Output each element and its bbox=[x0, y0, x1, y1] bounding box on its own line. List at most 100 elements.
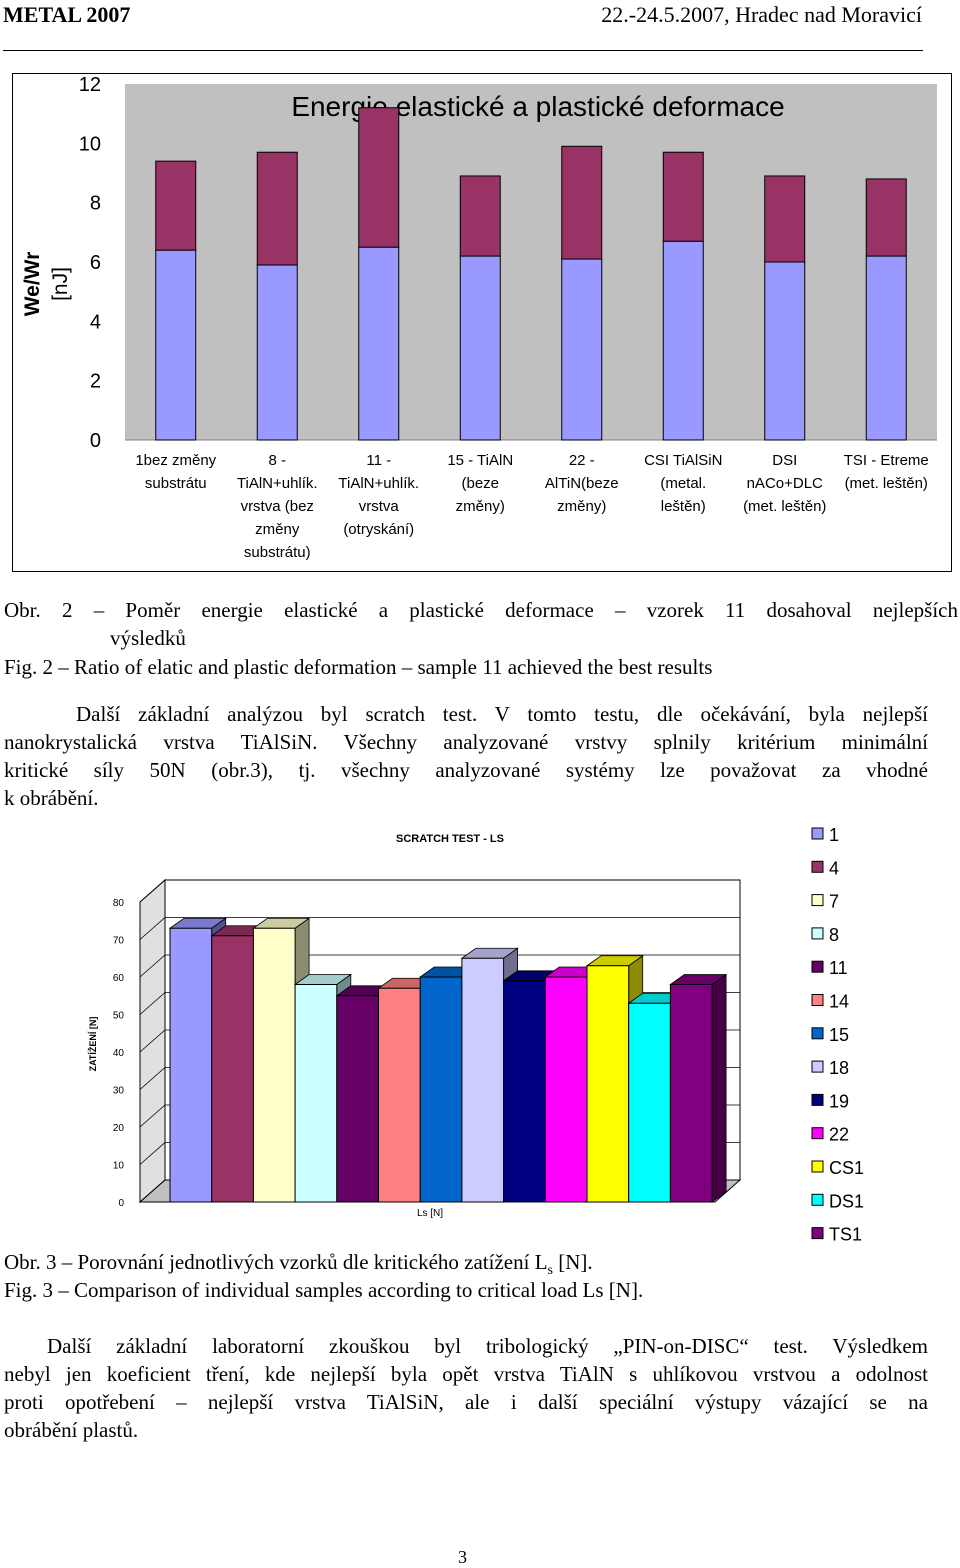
legend-label: 7 bbox=[829, 892, 839, 912]
bar-lower-segment bbox=[662, 240, 704, 441]
legend-label: 1 bbox=[829, 825, 839, 845]
legend-label: 14 bbox=[829, 992, 849, 1012]
legend-label: 22 bbox=[829, 1125, 849, 1145]
paragraph-2: Další základní laboratorní zkouškou byl … bbox=[4, 1332, 928, 1444]
legend-label: DS1 bbox=[829, 1191, 864, 1211]
y-tick-label: 50 bbox=[113, 1011, 125, 1022]
figure-2-chart: 0 10 20 30 40 50 60 70 80 SCRATCH TEST - LS Ls [N]… bbox=[30, 812, 880, 1247]
x-category-label: změny) bbox=[456, 498, 505, 515]
x-category-label: změny) bbox=[557, 498, 606, 515]
bar-side bbox=[711, 973, 727, 1203]
bar-lower-segment bbox=[459, 255, 501, 441]
x-category-label: TSI - Etreme bbox=[844, 452, 929, 469]
paragraph-2-line: proti opotřebení – nejlepší vrstva TiAlS… bbox=[4, 1390, 928, 1414]
x-category-label: (met. leštěn) bbox=[845, 475, 928, 492]
legend-swatch bbox=[811, 1227, 824, 1240]
bar-lower-segment bbox=[155, 249, 197, 441]
legend-swatch bbox=[811, 960, 824, 973]
legend-swatch bbox=[811, 1027, 824, 1040]
y-tick-label: 10 bbox=[79, 133, 101, 155]
legend-label: TS1 bbox=[829, 1225, 862, 1245]
bar bbox=[461, 957, 505, 1203]
y-tick-label: 40 bbox=[113, 1048, 125, 1059]
y-tick-label: 20 bbox=[113, 1123, 125, 1134]
page-number: 3 bbox=[458, 1547, 467, 1567]
caption-2-cz: Obr. 3 – Porovnání jednotlivých vzorků d… bbox=[4, 1248, 904, 1285]
bar bbox=[294, 984, 338, 1203]
bar bbox=[378, 987, 421, 1203]
grid-line bbox=[139, 954, 740, 978]
legend-swatch bbox=[811, 1193, 824, 1206]
bar-upper-segment bbox=[764, 175, 806, 263]
energy-chart-svg: Energie elastické a plastické deformace0… bbox=[21, 74, 937, 561]
x-category-label: nACo+DLC bbox=[747, 475, 823, 492]
caption-1-en: Fig. 2 – Ratio of elatic and plastic def… bbox=[4, 655, 713, 679]
bar bbox=[169, 927, 213, 1203]
x-category-label: DSI bbox=[772, 452, 797, 469]
legend-swatch bbox=[811, 894, 824, 907]
x-category-label: 8 - bbox=[268, 452, 286, 469]
bar-lower-segment bbox=[561, 258, 603, 441]
x-category-label: leštěn) bbox=[661, 498, 706, 515]
legend-label: 4 bbox=[829, 858, 839, 878]
legend-label: 19 bbox=[829, 1091, 849, 1111]
paragraph-2-line: nebyl jen koeficient tření, kde nejlepší… bbox=[4, 1362, 928, 1386]
bar bbox=[586, 965, 630, 1203]
bar bbox=[669, 984, 713, 1203]
legend-swatch bbox=[811, 1060, 824, 1073]
bar-upper-segment bbox=[358, 107, 400, 248]
bar bbox=[544, 976, 588, 1203]
y-tick-label: 60 bbox=[113, 973, 125, 984]
plot-area bbox=[125, 84, 937, 440]
bar bbox=[211, 935, 254, 1203]
caption-2-cz-tail: [N]. bbox=[552, 1250, 593, 1274]
page-header: METAL 2007 22.-24.5.2007, Hradec nad Mor… bbox=[0, 0, 922, 28]
legend-label: 18 bbox=[829, 1058, 849, 1078]
figure-1-chart: Energie elastické a plastické deformace 0… bbox=[12, 73, 952, 572]
header-date-place: 22.-24.5.2007, Hradec nad Moravicí bbox=[601, 2, 922, 27]
y-tick-label: 30 bbox=[113, 1086, 125, 1097]
y-tick-label: 6 bbox=[90, 252, 101, 274]
bar-upper-segment bbox=[561, 145, 603, 260]
legend-label: CS1 bbox=[829, 1158, 864, 1178]
y-axis-label-line2: [nJ] bbox=[49, 267, 72, 301]
y-tick-label: 0 bbox=[90, 430, 101, 452]
grid-line bbox=[139, 917, 740, 940]
grid-line bbox=[139, 879, 740, 903]
bar-upper-segment bbox=[865, 178, 907, 257]
caption-1-cz: Obr. 2 – Poměr energie elastické a plast… bbox=[4, 596, 960, 652]
y-tick-label: 12 bbox=[79, 74, 101, 96]
x-category-label: TiAlN+uhlík. bbox=[338, 475, 419, 492]
caption-1-cz-line2: výsledků bbox=[110, 626, 186, 650]
x-category-label: CSI TiAlSiN bbox=[644, 452, 722, 469]
x-category-label: 11 - bbox=[366, 452, 391, 469]
x-category-label: 1bez změny bbox=[135, 452, 216, 469]
bar-upper-segment bbox=[256, 151, 298, 266]
paragraph-2-line: obrábění plastů. bbox=[4, 1418, 139, 1442]
x-axis-label: Ls [N] bbox=[417, 1208, 443, 1219]
y-tick-label: 2 bbox=[90, 371, 101, 393]
x-category-label: vrstva (bez bbox=[241, 498, 314, 515]
legend-swatch bbox=[811, 1093, 824, 1106]
y-tick-label: 70 bbox=[113, 936, 125, 947]
bar-upper-segment bbox=[459, 175, 501, 257]
y-axis-label-group: ZATÍŽENÍ [N] bbox=[87, 1017, 98, 1072]
legend-swatch bbox=[811, 1127, 824, 1140]
x-category-label: 15 - TiAlN bbox=[447, 452, 513, 469]
y-tick-label: 0 bbox=[118, 1198, 124, 1209]
legend-swatch bbox=[811, 994, 824, 1006]
x-category-label: změny bbox=[255, 521, 300, 538]
bar bbox=[628, 1002, 671, 1203]
scratch-test-chart-svg: 0 10 20 30 40 50 60 70 80 SCRATCH TEST - LS Ls [N]… bbox=[87, 820, 874, 1245]
paragraph-2-line: Další základní laboratorní zkouškou byl … bbox=[47, 1334, 928, 1358]
x-category-label: (metal. bbox=[660, 475, 706, 492]
caption-2-en: Fig. 3 – Comparison of individual sample… bbox=[4, 1278, 644, 1302]
bar-lower-segment bbox=[358, 246, 400, 441]
chart-title: SCRATCH TEST - LS bbox=[396, 833, 504, 845]
y-tick-label: 8 bbox=[90, 193, 101, 215]
bar-lower-segment bbox=[865, 255, 907, 441]
paragraph-1-line: nanokrystalická vrstva TiAlSiN. Všechny … bbox=[4, 730, 928, 754]
bar bbox=[336, 995, 379, 1203]
bar bbox=[252, 927, 296, 1203]
y-tick-label: 4 bbox=[90, 311, 101, 333]
